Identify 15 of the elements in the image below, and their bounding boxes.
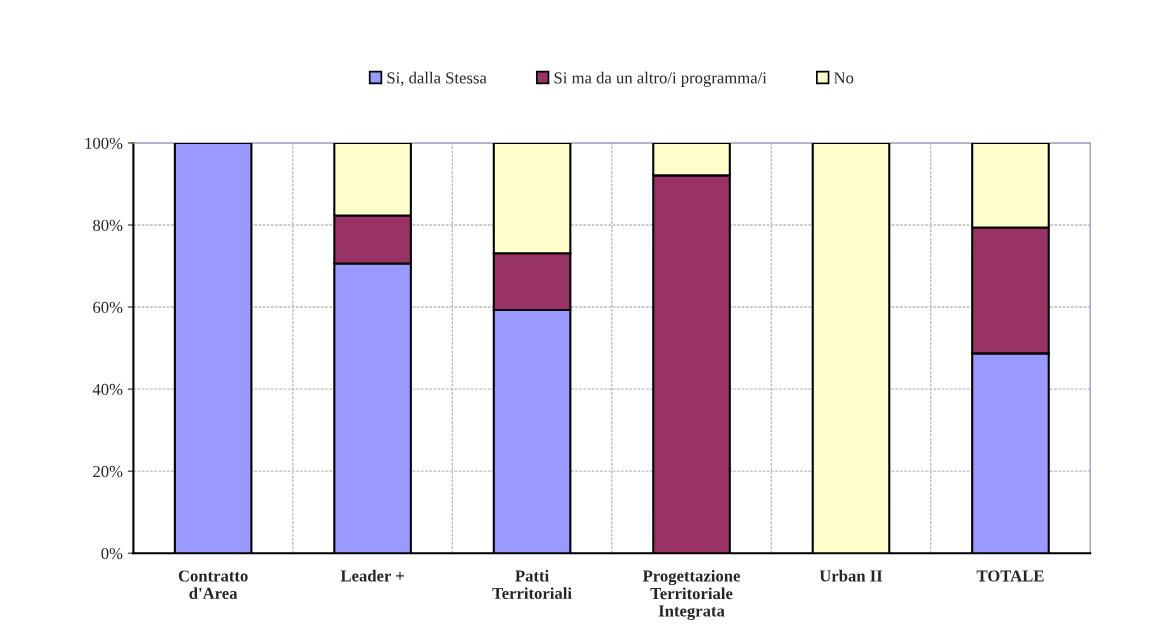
x-tick-label: Urban II — [819, 569, 883, 582]
x-tick-label: Contratto d'Area — [178, 570, 248, 600]
y-tick-label: 0% — [101, 547, 123, 560]
y-tick-label: 80% — [93, 219, 123, 232]
y-tick-label: 20% — [93, 465, 123, 478]
y-tick-label: 100% — [85, 137, 123, 149]
x-tick-label: Leader + — [340, 569, 404, 582]
y-tick-label: 40% — [92, 383, 123, 396]
legend-label: Si, dalla Stessa — [387, 71, 487, 86]
legend-label: Si ma da un altro/i programma/i — [554, 71, 767, 87]
x-tick-label: TOTALE — [976, 570, 1044, 582]
x-tick-label: Progettazione Territoriale Integrata — [642, 569, 741, 621]
x-tick-label: Patti Territoriali — [492, 569, 572, 600]
legend-label: No — [834, 72, 854, 84]
y-tick-label: 60% — [93, 301, 123, 314]
